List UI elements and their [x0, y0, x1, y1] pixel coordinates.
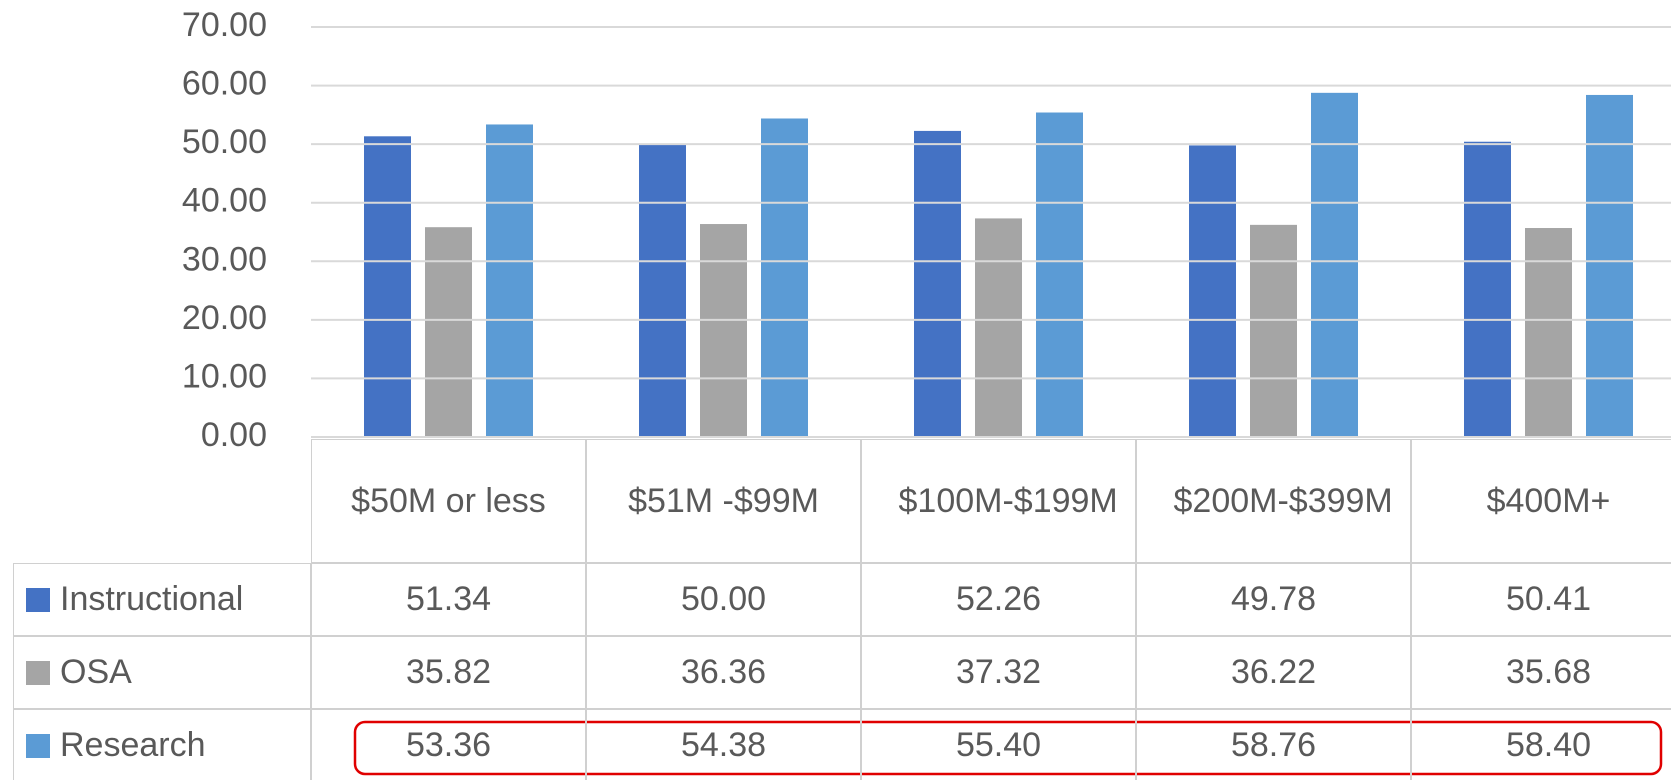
table-value: 54.38	[586, 709, 861, 780]
legend-swatch	[26, 660, 50, 685]
table-value: 53.36	[311, 709, 586, 780]
table-value: 35.82	[311, 636, 586, 709]
table-value: 37.32	[861, 636, 1136, 709]
table-value: 50.41	[1411, 563, 1671, 636]
y-tick-label: 30.00	[182, 240, 267, 278]
table-value: 36.22	[1136, 636, 1411, 709]
bar	[425, 227, 472, 437]
legend-label: Instructional	[60, 580, 244, 618]
legend-swatch	[26, 587, 50, 612]
bar	[1311, 92, 1358, 437]
y-tick-label: 20.00	[182, 299, 267, 337]
y-tick-label: 70.00	[182, 6, 267, 44]
table-value: 49.78	[1136, 563, 1411, 636]
bar	[1189, 145, 1236, 437]
table-value: 55.40	[861, 709, 1136, 780]
bar	[1586, 94, 1633, 437]
table-value: 51.34	[311, 563, 586, 636]
x-tick-label: $51M -$99M	[628, 481, 819, 520]
legend-cell: Research	[13, 709, 311, 780]
table-value: 35.68	[1411, 636, 1671, 709]
x-tick-label: $50M or less	[351, 481, 546, 520]
table-value: 50.00	[586, 563, 861, 636]
highlight-box	[353, 720, 1663, 776]
bar	[486, 124, 533, 437]
y-tick-label: 40.00	[182, 182, 267, 220]
category-cell: $100M-$199M	[861, 439, 1136, 563]
category-cell: $51M -$99M	[586, 439, 861, 563]
table-value: 36.36	[586, 636, 861, 709]
table-value: 52.26	[861, 563, 1136, 636]
category-cell: $50M or less	[311, 439, 586, 563]
bar	[975, 218, 1022, 437]
legend-label: Research	[60, 726, 206, 764]
legend-label: OSA	[60, 653, 132, 691]
bar	[1036, 112, 1083, 437]
legend-cell: Instructional	[13, 563, 311, 636]
bar	[364, 136, 411, 437]
bar	[761, 118, 808, 437]
table-value: 58.76	[1136, 709, 1411, 780]
x-tick-label: $400M+	[1486, 481, 1611, 520]
legend-swatch	[26, 733, 50, 758]
category-cell: $200M-$399M	[1136, 439, 1411, 563]
bar	[1525, 228, 1572, 437]
bar	[639, 144, 686, 437]
category-cell: $400M+	[1411, 439, 1671, 563]
y-tick-label: 0.00	[201, 416, 267, 454]
x-tick-label: $100M-$199M	[898, 481, 1118, 520]
bar	[700, 224, 747, 437]
y-tick-label: 10.00	[182, 357, 267, 395]
legend-cell: OSA	[13, 636, 311, 709]
table-value: 58.40	[1411, 709, 1671, 780]
bar	[1250, 224, 1297, 437]
y-tick-label: 60.00	[182, 65, 267, 103]
y-tick-label: 50.00	[182, 123, 267, 161]
bar	[1464, 141, 1511, 437]
bar	[914, 130, 961, 438]
x-tick-label: $200M-$399M	[1173, 481, 1393, 520]
